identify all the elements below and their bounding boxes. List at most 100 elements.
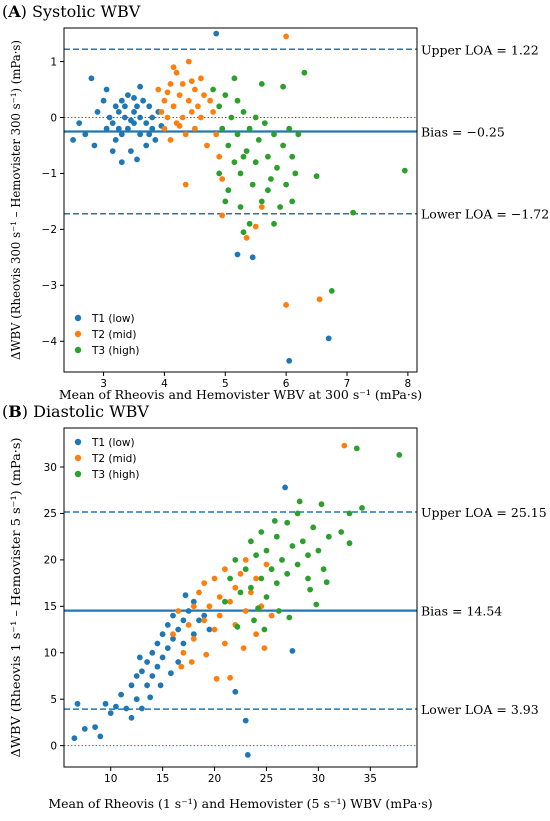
- data-point: [140, 97, 147, 104]
- data-point: [182, 181, 189, 188]
- data-point: [137, 83, 144, 90]
- data-point: [146, 131, 153, 138]
- data-point: [198, 75, 204, 82]
- data-point: [261, 645, 268, 651]
- data-point: [182, 592, 189, 599]
- data-point: [222, 198, 229, 205]
- data-point: [315, 547, 322, 554]
- data-point: [154, 663, 161, 670]
- x-tick-label: 4: [161, 378, 168, 390]
- data-point: [74, 700, 81, 707]
- series-3: [222, 445, 403, 633]
- y-tick-label: 20: [44, 555, 57, 567]
- data-point: [216, 612, 223, 619]
- data-point: [103, 86, 110, 93]
- legend-entry: T2 (mid): [91, 453, 136, 465]
- legend-entry: T3 (high): [91, 345, 140, 357]
- data-point: [144, 682, 151, 689]
- data-point: [268, 612, 275, 619]
- data-point: [107, 710, 114, 716]
- plot-frame: [63, 27, 418, 373]
- panel-letter: B: [8, 402, 22, 421]
- data-point: [164, 645, 171, 651]
- data-point: [149, 673, 156, 679]
- data-point: [216, 170, 223, 177]
- data-point: [164, 114, 171, 121]
- x-tick-label: 5: [222, 378, 229, 390]
- data-point: [242, 557, 249, 563]
- data-point: [353, 445, 360, 452]
- legend-entry: T2 (mid): [91, 329, 136, 341]
- data-point: [305, 575, 311, 582]
- x-tick-label: 15: [156, 773, 169, 785]
- x-tick-label: 25: [260, 773, 273, 785]
- data-point: [252, 114, 259, 121]
- y-tick-label: 15: [44, 601, 57, 613]
- data-point: [283, 33, 289, 40]
- data-point: [341, 442, 348, 449]
- data-point: [175, 626, 182, 633]
- legend-entry: T3 (high): [91, 469, 140, 481]
- data-point: [401, 167, 408, 174]
- data-point: [185, 97, 192, 104]
- data-point: [249, 254, 256, 261]
- lower-loa-label: Lower LOA = −1.72: [421, 207, 549, 222]
- bias-label: Bias = 14.54: [421, 604, 502, 619]
- data-point: [176, 92, 183, 98]
- data-point: [118, 131, 125, 138]
- data-point: [81, 726, 88, 732]
- y-tick-label: −1: [42, 168, 57, 180]
- x-tick-label: 20: [208, 773, 221, 785]
- data-point: [190, 631, 197, 638]
- y-tick-label: 25: [44, 508, 57, 520]
- data-point: [91, 142, 98, 149]
- y-tick-label: −3: [42, 280, 57, 292]
- data-point: [152, 137, 159, 143]
- data-point: [164, 89, 171, 96]
- data-point: [82, 131, 89, 138]
- data-point: [289, 648, 296, 654]
- data-point: [261, 120, 268, 126]
- data-point: [284, 519, 291, 526]
- data-point: [227, 598, 234, 605]
- data-point: [190, 603, 197, 610]
- y-tick-label: 5: [50, 694, 57, 706]
- x-tick-label: 6: [283, 378, 290, 390]
- data-point: [274, 164, 280, 171]
- data-point: [71, 735, 78, 742]
- data-point: [149, 125, 156, 132]
- data-point: [318, 501, 325, 508]
- data-point: [170, 612, 176, 619]
- data-point: [188, 659, 195, 665]
- data-point: [282, 484, 288, 491]
- data-point: [196, 589, 202, 596]
- data-point: [109, 148, 116, 155]
- legend-entry: T1 (low): [91, 437, 135, 449]
- data-point: [201, 612, 208, 619]
- data-point: [201, 580, 208, 586]
- data-point: [310, 524, 317, 531]
- data-point: [190, 635, 197, 642]
- data-point: [231, 159, 238, 166]
- panel-a: (A) Systolic WBV 3 4 5 6 7 8 −4 −3 −2 −1 0 1 Mean of …: [2, 2, 549, 402]
- data-point: [346, 540, 353, 547]
- data-point: [289, 543, 296, 549]
- data-point: [294, 510, 301, 517]
- data-point: [268, 566, 275, 573]
- data-point: [307, 586, 313, 593]
- data-point: [146, 103, 153, 110]
- data-point: [125, 92, 131, 98]
- data-point: [70, 137, 76, 143]
- series-2: [170, 442, 348, 682]
- data-point: [263, 594, 270, 600]
- panel-b: (B) Diastolic WBV 10 15 20 25 30 35 0 5 10 15 20 25 3…: [2, 402, 547, 811]
- data-point: [237, 170, 244, 177]
- data-point: [180, 649, 187, 656]
- data-point: [253, 575, 259, 582]
- data-point: [157, 682, 164, 689]
- data-point: [170, 635, 176, 642]
- data-point: [248, 538, 254, 545]
- data-point: [271, 220, 277, 227]
- data-point: [232, 584, 239, 591]
